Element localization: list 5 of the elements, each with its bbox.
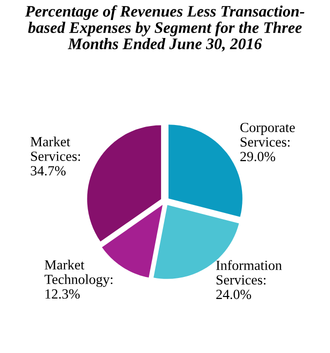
slice-label: Information Services: 24.0% xyxy=(216,260,282,300)
slice-label: Corporate Services: 29.0% xyxy=(240,122,295,162)
chart-title: Percentage of Revenues Less Transaction- based Expenses by Segment for the Three Months Ended June 30, 2016 xyxy=(25,5,304,52)
slice-label: Market Services: 34.7% xyxy=(30,136,80,176)
slice-label: Market Technology: 12.3% xyxy=(44,260,112,299)
